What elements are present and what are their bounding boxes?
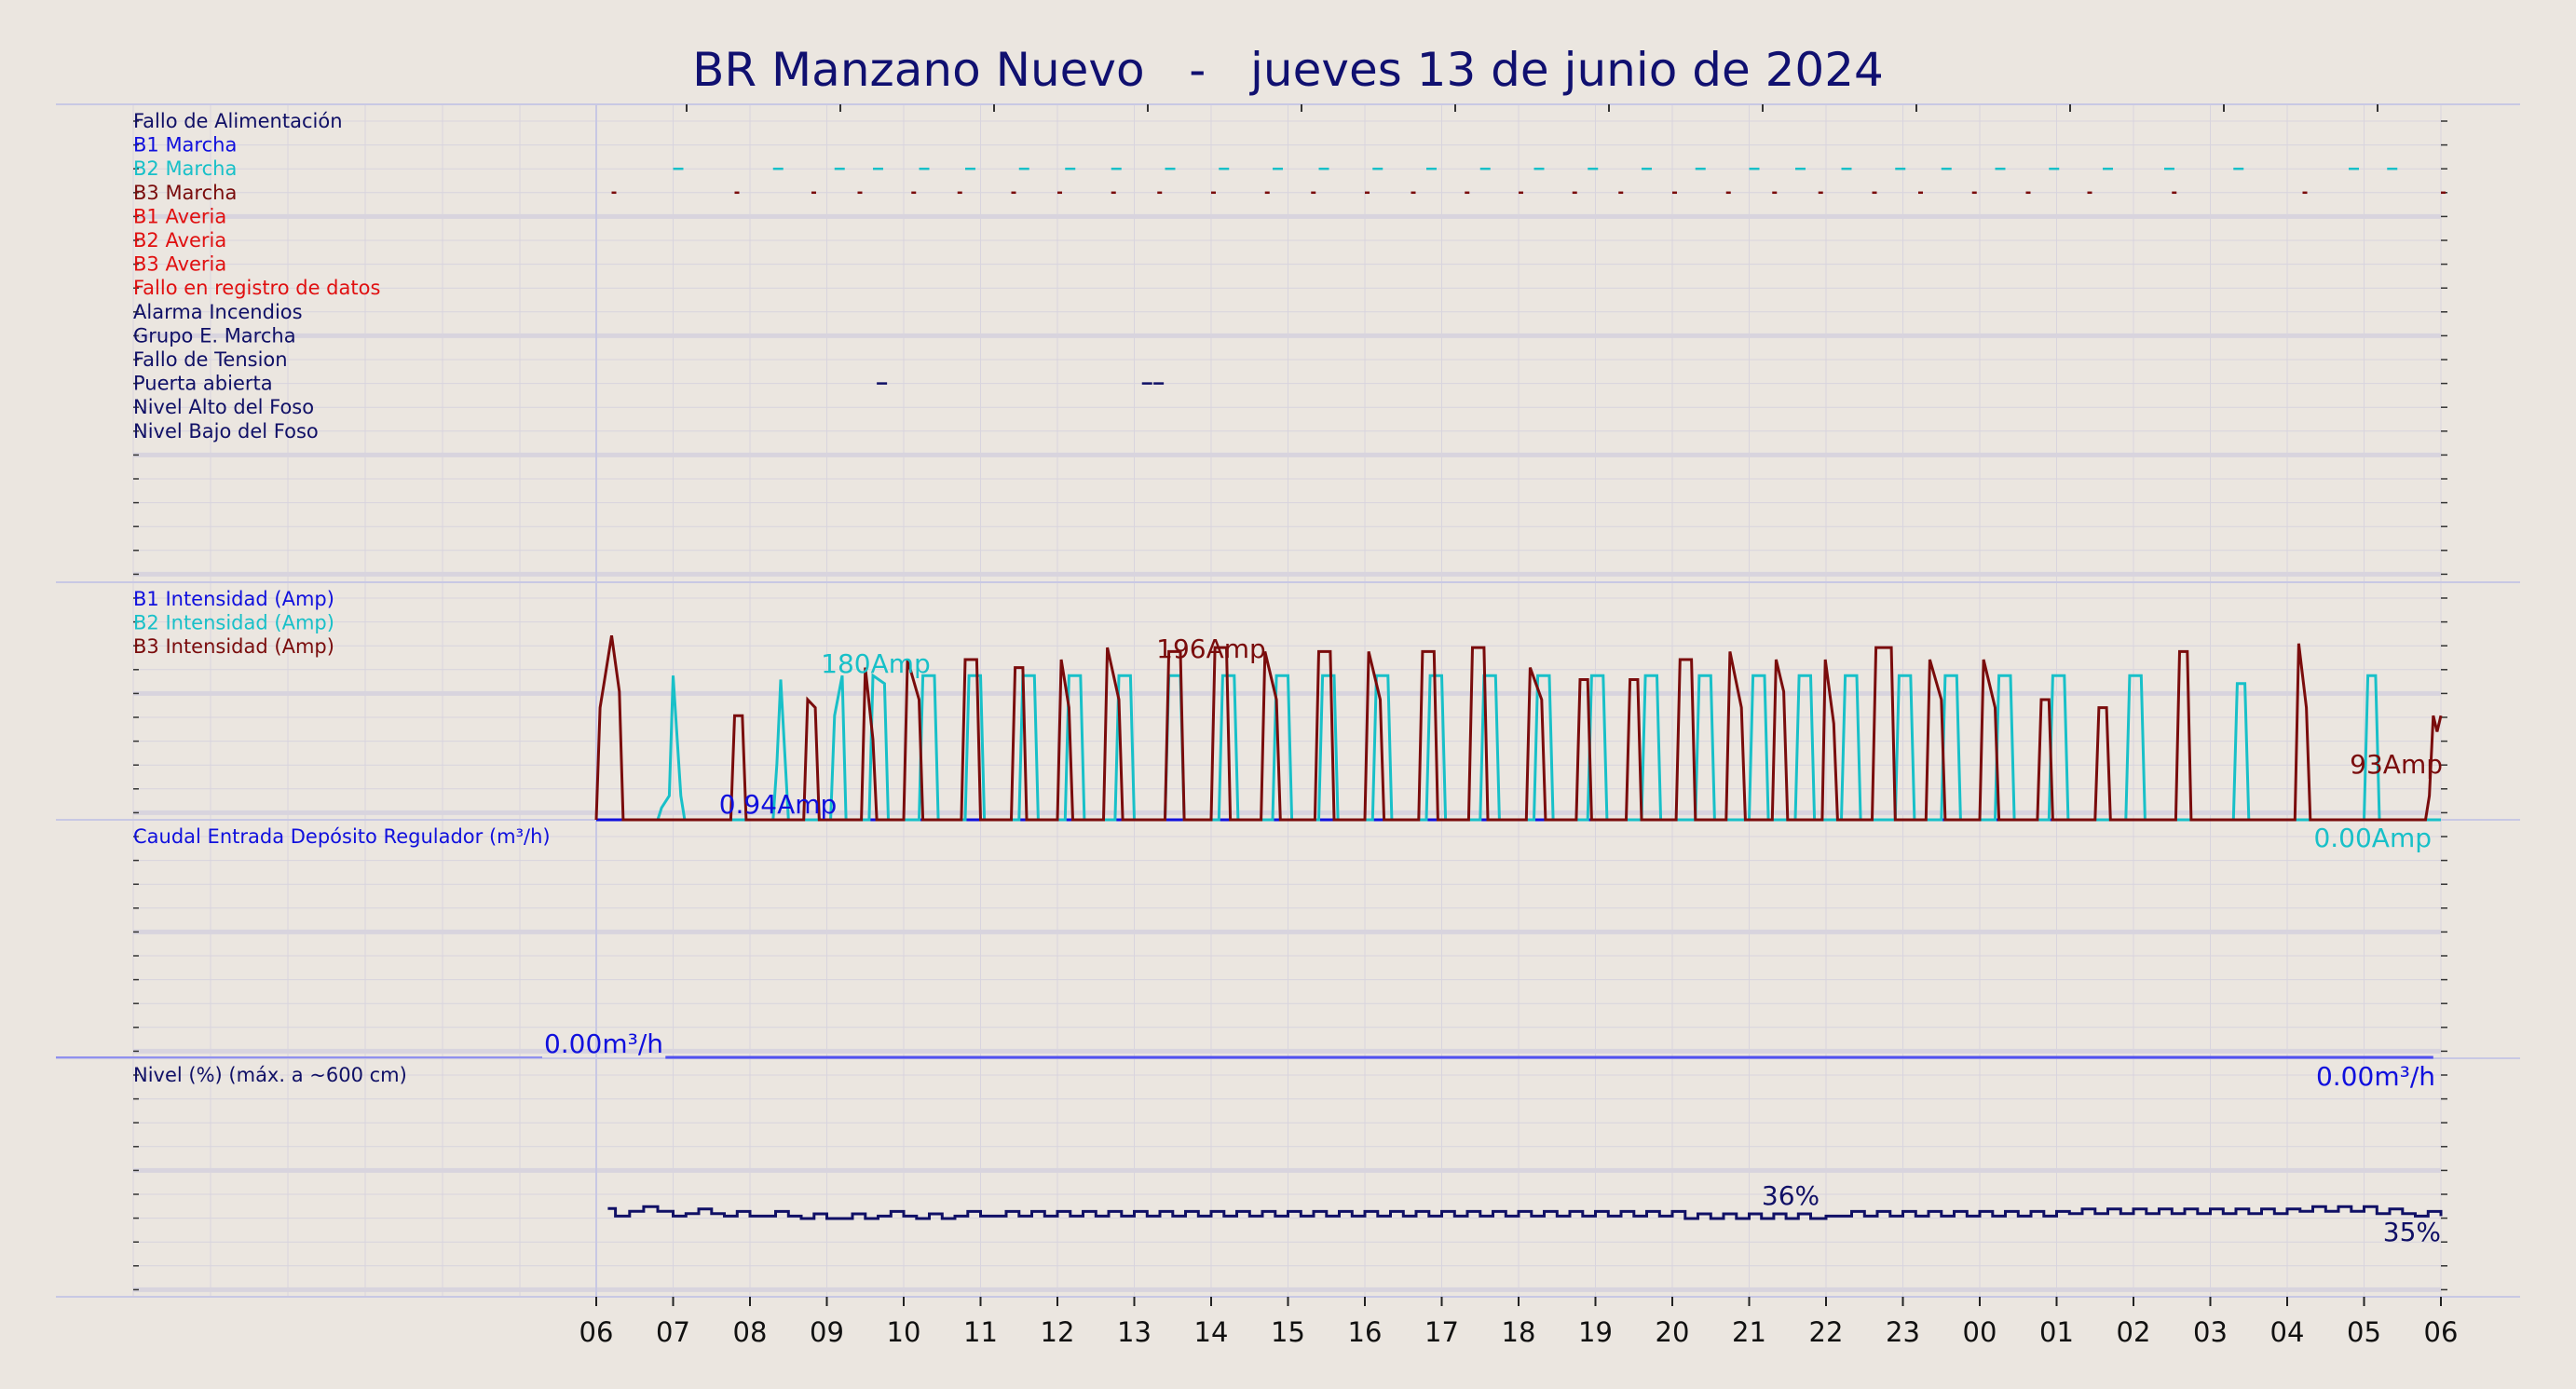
title-station: BR Manzano Nuevo (692, 43, 1145, 97)
value-annotation: 0.00m³/h (2316, 1061, 2435, 1092)
signal-label: Nivel Alto del Foso (133, 396, 314, 418)
signal-label: B2 Marcha (133, 157, 237, 180)
value-annotation: 196Amp (1156, 633, 1266, 664)
signal-label: Fallo de Tension (133, 348, 288, 371)
x-tick-label: 03 (2193, 1316, 2228, 1348)
x-tick-label: 04 (2270, 1316, 2305, 1348)
x-tick-label: 06 (579, 1316, 614, 1348)
value-annotation: 0.00m³/h (544, 1028, 663, 1059)
series-label: B2 Intensidad (Amp) (133, 612, 334, 634)
chart-title: BR Manzano Nuevo - jueves 13 de junio de… (0, 43, 2576, 97)
x-tick-label: 13 (1117, 1316, 1152, 1348)
x-tick-label: 19 (1578, 1316, 1613, 1348)
series-line (656, 673, 2441, 822)
x-tick-label: 08 (733, 1316, 768, 1348)
x-tick-label: 16 (1348, 1316, 1383, 1348)
signal-label: B3 Averia (133, 253, 226, 276)
signal-label: Puerta abierta (133, 373, 273, 395)
x-tick-label: 10 (887, 1316, 921, 1348)
x-tick-label: 21 (1732, 1316, 1766, 1348)
signal-label: Fallo en registro de datos (133, 277, 380, 299)
x-tick-label: 23 (1886, 1316, 1920, 1348)
series-line (594, 634, 2443, 822)
x-tick-label: 00 (1963, 1316, 1997, 1348)
signal-label: B1 Averia (133, 205, 226, 227)
value-annotation: 35% (2383, 1217, 2441, 1247)
value-annotation: 93Amp (2350, 749, 2443, 780)
value-annotation: 36% (1762, 1180, 1820, 1211)
title-date: jueves 13 de junio de 2024 (1250, 43, 1884, 97)
x-tick-label: 14 (1194, 1316, 1229, 1348)
signal-label: B2 Averia (133, 229, 226, 252)
title-separator: - (1189, 43, 1206, 97)
signal-label: Alarma Incendios (133, 301, 303, 323)
x-tick-label: 17 (1424, 1316, 1459, 1348)
x-tick-label: 06 (2424, 1316, 2459, 1348)
signal-label: Grupo E. Marcha (133, 324, 296, 347)
value-annotation: 0.00Amp (2313, 823, 2432, 853)
x-tick-label: 15 (1271, 1316, 1305, 1348)
signal-label: Nivel Bajo del Foso (133, 420, 319, 443)
series-label: B3 Intensidad (Amp) (133, 635, 334, 658)
series-label: B1 Intensidad (Amp) (133, 588, 334, 610)
series-label: Nivel (%) (máx. a ~600 cm) (133, 1064, 407, 1086)
signal-label: B1 Marcha (133, 134, 237, 157)
x-tick-label: 05 (2347, 1316, 2381, 1348)
x-tick-label: 12 (1041, 1316, 1075, 1348)
x-tick-label: 22 (1809, 1316, 1844, 1348)
x-tick-label: 02 (2117, 1316, 2151, 1348)
x-tick-label: 09 (810, 1316, 844, 1348)
series-label: Caudal Entrada Depósito Regulador (m³/h) (133, 825, 551, 848)
x-tick-label: 11 (963, 1316, 998, 1348)
x-tick-label: 07 (656, 1316, 690, 1348)
x-tick-label: 20 (1656, 1316, 1690, 1348)
value-annotation: 180Amp (821, 648, 931, 679)
x-tick-label: 01 (2039, 1316, 2074, 1348)
signal-label: Fallo de Alimentación (133, 110, 343, 132)
series-line (607, 1205, 2443, 1220)
signal-label: B3 Marcha (133, 182, 237, 204)
value-annotation: 0.94Amp (719, 789, 838, 820)
x-tick-label: 18 (1502, 1316, 1536, 1348)
